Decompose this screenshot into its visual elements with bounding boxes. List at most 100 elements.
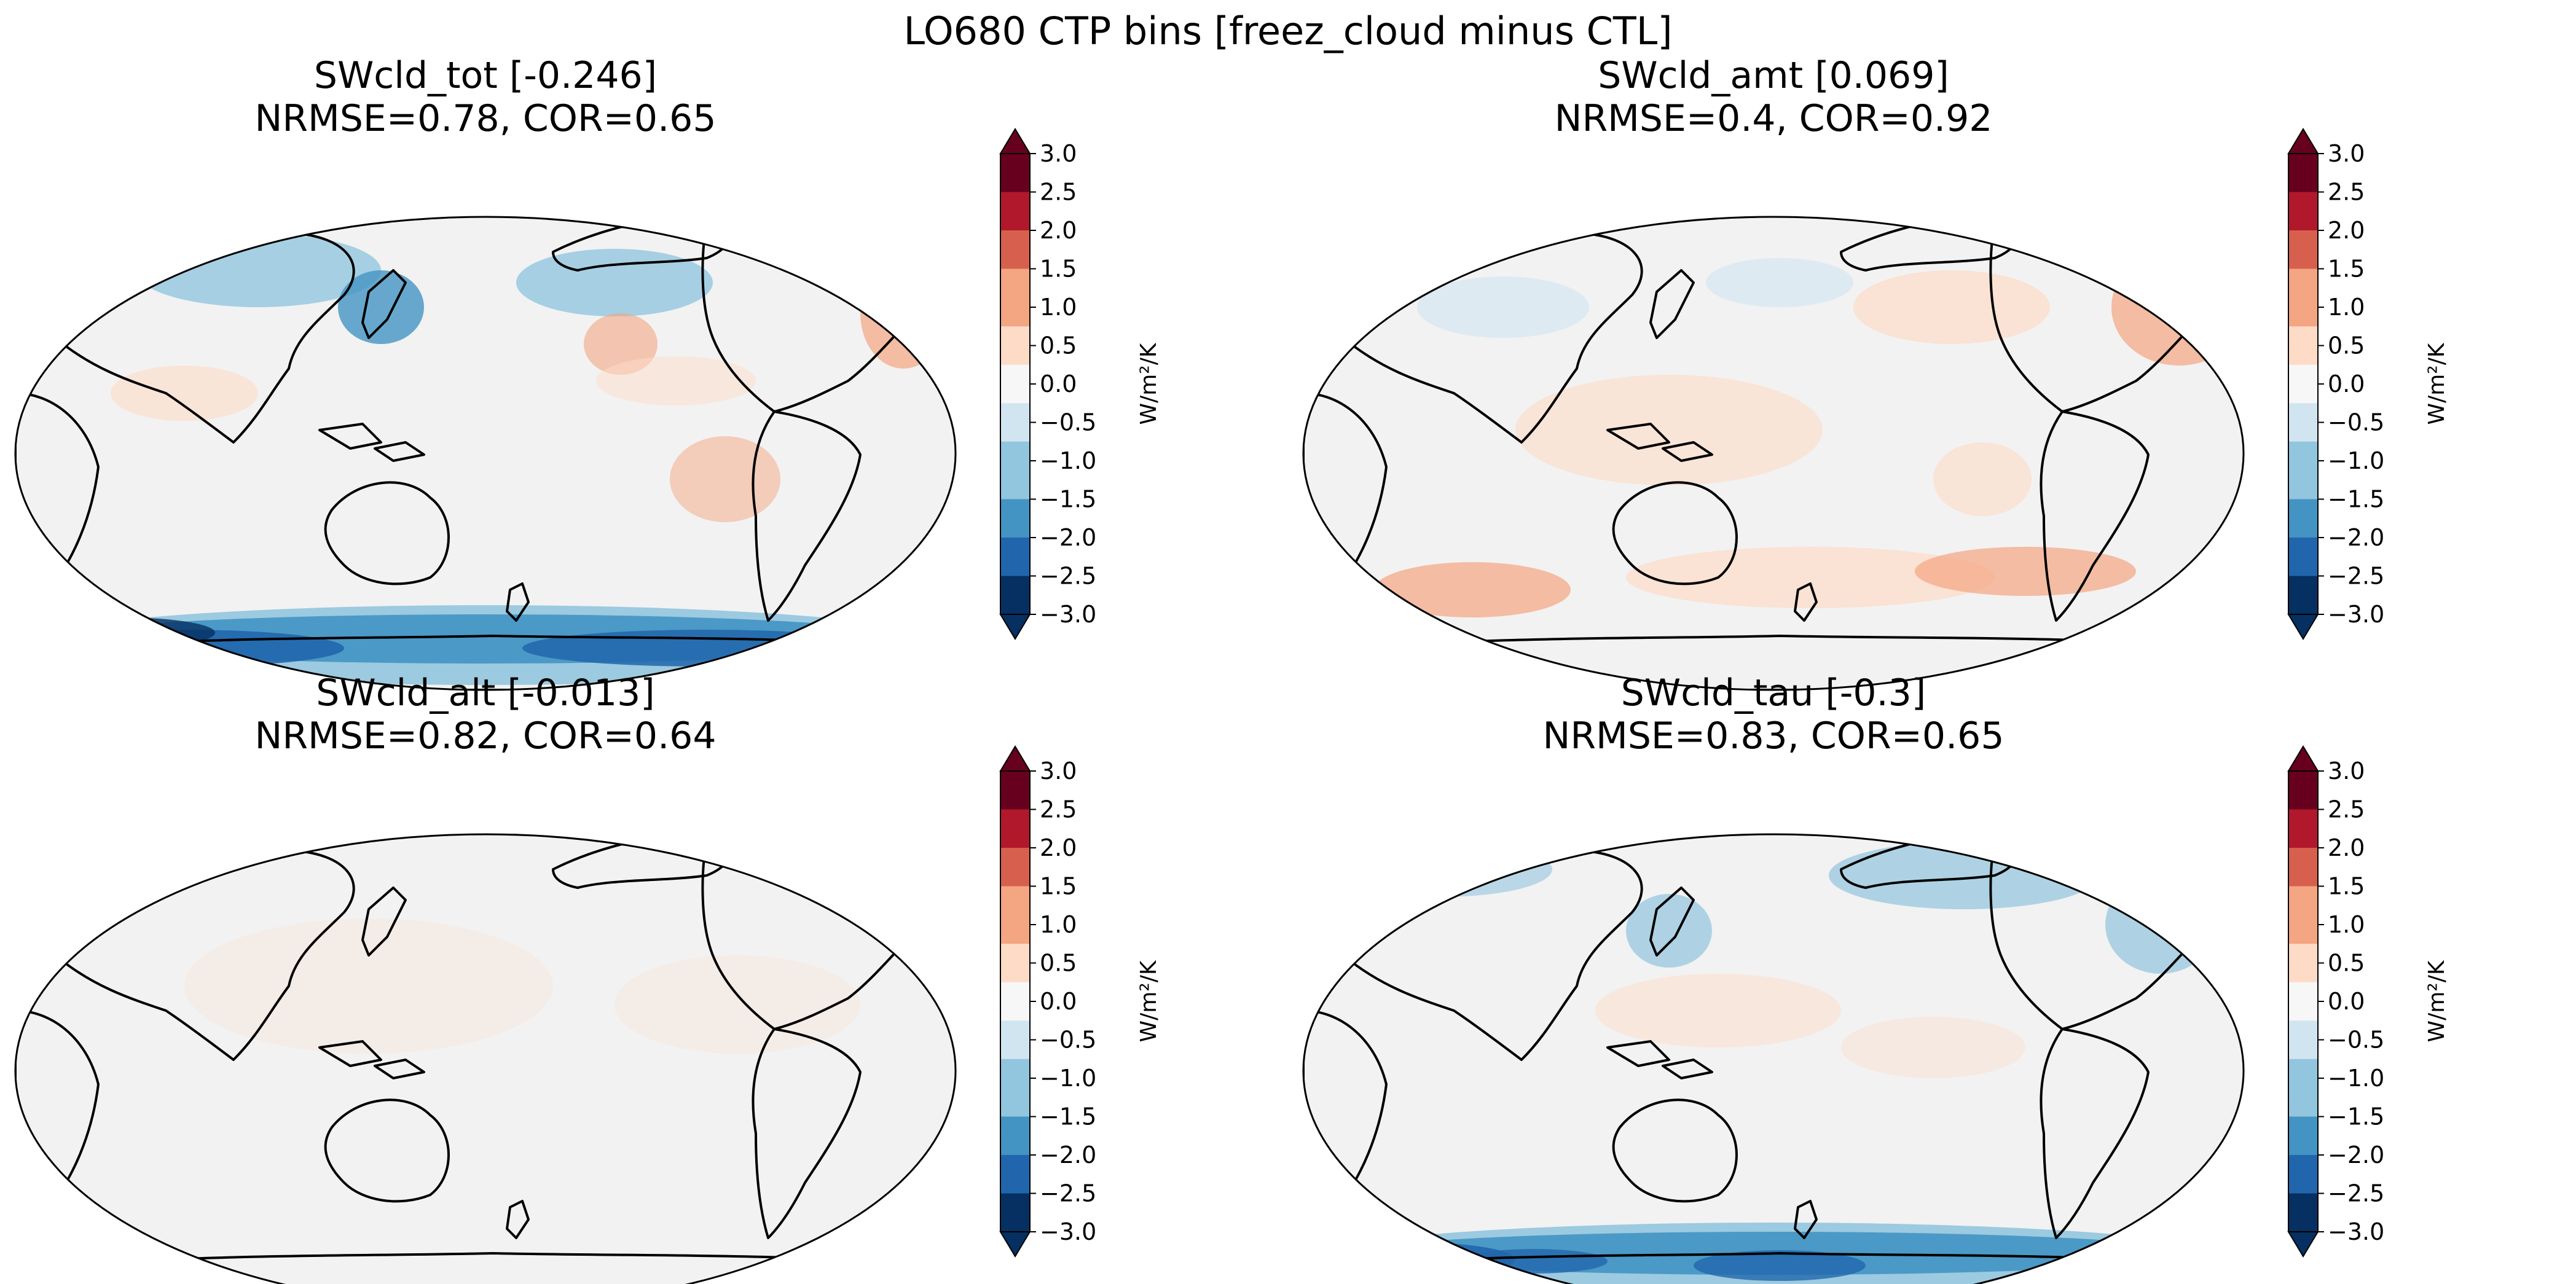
colorbar: 3.0 2.5 2.0 1.5 1.0 0.5 0.0 −0.5 −1.0 −1.5 −2.0 −2.…	[2287, 745, 2449, 1258]
anomaly-contour-region	[1841, 1017, 2025, 1078]
colorbar-tick-label: 2.0	[2328, 834, 2365, 861]
colorbar-extend-min	[2287, 1231, 2319, 1258]
map-ocean-background	[1303, 834, 2244, 1284]
anomaly-contour-region	[31, 617, 215, 648]
colorbar-band	[2288, 192, 2318, 212]
colorbar-tick-label: −1.0	[2328, 447, 2384, 474]
colorbar-tick-label: 3.0	[2328, 757, 2365, 785]
colorbar-band	[2288, 963, 2318, 983]
colorbar-tick-label: 0.0	[1040, 988, 1077, 1015]
anomaly-contour-region	[670, 436, 780, 522]
colorbar-band	[2288, 1155, 2318, 1175]
coast-greenland	[2134, 834, 2223, 865]
colorbar-band	[2288, 307, 2318, 327]
colorbar-tick-label: 0.5	[2328, 950, 2365, 977]
colorbar-tick-label: −2.0	[1040, 524, 1096, 551]
colorbar-band	[2288, 499, 2318, 519]
colorbar-band	[2288, 886, 2318, 906]
map-boundary	[1302, 216, 2245, 691]
colorbar-tick-label: 3.0	[1040, 140, 1077, 167]
map-ocean-background	[15, 834, 956, 1284]
colorbar-tick-label: −2.0	[2328, 524, 2384, 551]
colorbar: 3.0 2.5 2.0 1.5 1.0 0.5 0.0 −0.5 −1.0 −1.5 −2.0 −2.…	[999, 128, 1161, 640]
colorbar-band	[1000, 461, 1030, 480]
colorbar-tick-label: 2.0	[1040, 834, 1077, 861]
colorbar-tick-label: 1.0	[1040, 294, 1077, 321]
anomaly-contour-region	[1853, 270, 2050, 344]
colorbar-band	[2288, 441, 2318, 461]
colorbar-band	[2288, 154, 2318, 173]
colorbar-band	[2288, 1001, 2318, 1021]
coast-indonesia	[1606, 423, 1713, 462]
colorbar-band	[2288, 211, 2318, 231]
colorbar-band	[2288, 771, 2318, 791]
colorbar-unit-label: W/m²/K	[1136, 960, 1161, 1042]
panel-title: SWcld_tot [-0.246]	[313, 54, 658, 97]
colorbar-band	[1000, 480, 1030, 500]
colorbar-band	[2288, 557, 2318, 577]
colorbar-tick-label: −3.0	[1040, 601, 1096, 628]
anomaly-contour-region	[1331, 842, 1552, 897]
anomaly-contour-region	[860, 258, 946, 369]
colorbar-band	[2288, 1078, 2318, 1098]
colorbar-extend-min	[999, 1231, 1031, 1258]
anomaly-contour-region	[111, 366, 258, 421]
colorbar-tick-label: 0.0	[1040, 370, 1077, 397]
map-plot	[14, 216, 957, 691]
colorbar-band	[1000, 403, 1030, 423]
colorbar-band	[1000, 307, 1030, 327]
colorbar-tick-label: −2.5	[1040, 1180, 1096, 1207]
colorbar-extend-max	[2287, 745, 2319, 772]
colorbar-band	[2288, 595, 2318, 615]
colorbar-band	[2288, 288, 2318, 308]
coast-south-america	[752, 1028, 862, 1239]
colorbar-band	[2288, 809, 2318, 829]
map-boundary	[1302, 833, 2245, 1284]
panel-title: SWcld_tau [-0.3]	[1620, 671, 1926, 714]
coast-australia	[1612, 1098, 1738, 1203]
colorbar-tick-label: 2.5	[2328, 796, 2365, 823]
colorbar-band	[2288, 345, 2318, 366]
colorbar-extend-max	[999, 745, 1031, 772]
colorbar-band	[1000, 1039, 1030, 1060]
panel-swcld-alt: SWcld_alt [-0.013] NRMSE=0.82, COR=0.64 …	[0, 667, 1288, 1284]
colorbar-tick-label: 1.0	[1040, 911, 1077, 938]
coast-new-zealand	[1794, 1200, 1818, 1239]
anomaly-contour-region	[1595, 974, 1841, 1047]
anomaly-contour-region	[1933, 442, 2032, 516]
coast-greenland	[2134, 217, 2223, 248]
anomaly-contour-region	[1706, 258, 1853, 307]
colorbar-tick-label: 2.5	[2328, 179, 2365, 206]
colorbar-band	[1000, 192, 1030, 212]
colorbar-band	[1000, 1078, 1030, 1098]
colorbar-tick-label: −0.5	[2328, 1027, 2384, 1054]
colorbar-band	[2288, 326, 2318, 346]
colorbar-band	[1000, 1193, 1030, 1213]
colorbar-tick-label: −2.5	[2328, 563, 2384, 590]
colorbar-band	[2288, 538, 2318, 557]
coast-new-zealand	[506, 1200, 530, 1239]
map-plot	[14, 833, 957, 1284]
anomaly-contour-region	[596, 356, 756, 405]
colorbar-tick-label: −0.5	[2328, 409, 2384, 436]
anomaly-contour-region	[1374, 562, 1571, 617]
colorbar-band	[1000, 809, 1030, 829]
colorbar-tick-label: 3.0	[1040, 757, 1077, 785]
colorbar-band	[2288, 518, 2318, 538]
coast-japan	[361, 269, 407, 339]
colorbar-tick-label: 0.5	[1040, 950, 1077, 977]
coast-indonesia	[1606, 1040, 1713, 1079]
colorbar-band	[2288, 230, 2318, 250]
colorbar-band	[1000, 364, 1030, 385]
colorbar-tick-label: −0.5	[1040, 1027, 1096, 1054]
coast-indonesia	[318, 423, 425, 462]
colorbar-tick-label: −1.0	[1040, 1065, 1096, 1092]
anomaly-contour-region	[184, 918, 553, 1054]
panel-swcld-tau: SWcld_tau [-0.3] NRMSE=0.83, COR=0.65 3.…	[1288, 667, 2576, 1284]
colorbar-band	[1000, 1059, 1030, 1079]
colorbar-tick-label: 2.0	[2328, 217, 2365, 244]
coast-greenland	[846, 217, 935, 248]
colorbar-tick-label: 3.0	[2328, 140, 2365, 167]
colorbar-band	[2288, 461, 2318, 480]
colorbar-band	[1000, 925, 1030, 944]
